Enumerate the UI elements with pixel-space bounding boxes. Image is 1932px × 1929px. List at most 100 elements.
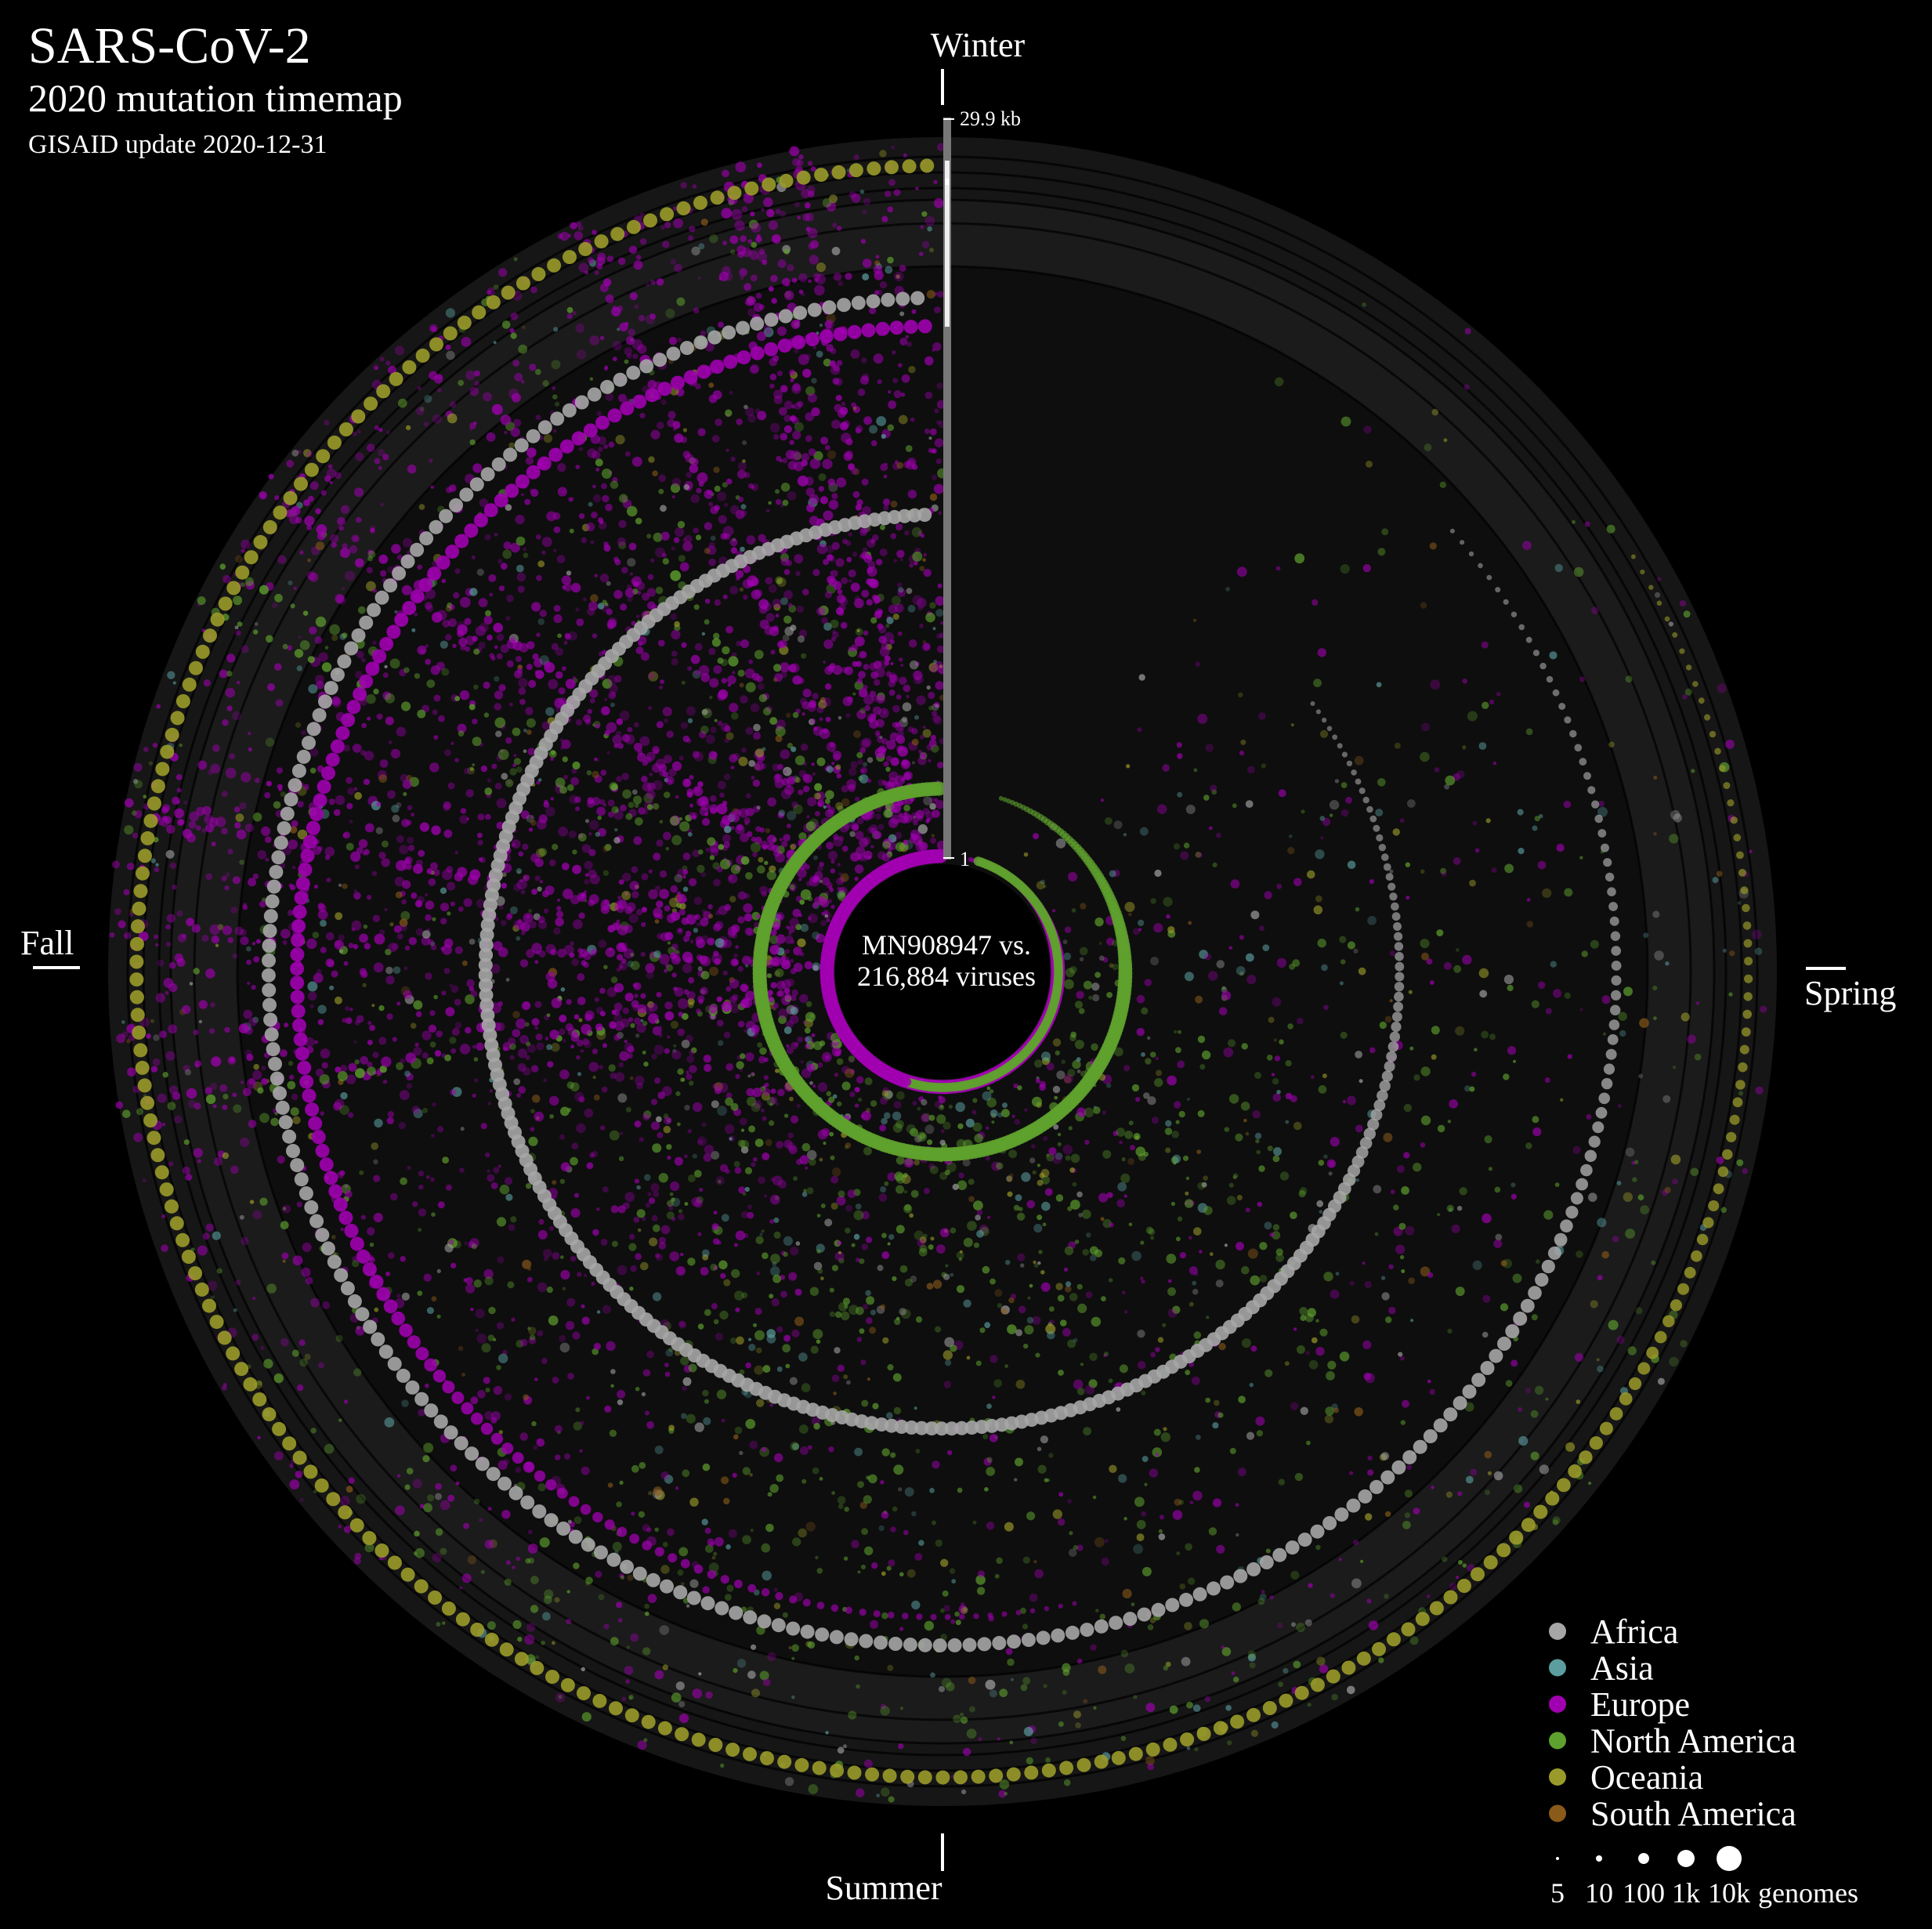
mutation-dot bbox=[1374, 1232, 1379, 1236]
mutation-dot bbox=[856, 425, 863, 432]
mutation-dot bbox=[1239, 751, 1245, 756]
mutation-dot bbox=[465, 646, 471, 652]
mutation-dot bbox=[1384, 1594, 1389, 1599]
mutation-dot bbox=[1681, 694, 1688, 700]
mutation-dot bbox=[389, 1193, 398, 1201]
mutation-dot bbox=[373, 962, 384, 973]
mutation-dot bbox=[690, 494, 700, 504]
mutation-dot bbox=[924, 429, 930, 434]
mutation-dot bbox=[689, 939, 694, 944]
mutation-dot bbox=[1634, 1160, 1639, 1164]
mutation-dot bbox=[1009, 1740, 1014, 1745]
mutation-dot bbox=[396, 933, 403, 940]
mutation-dot bbox=[308, 991, 317, 1001]
mutation-dot bbox=[724, 825, 732, 834]
mutation-dot bbox=[720, 1763, 725, 1768]
mutation-dot bbox=[829, 194, 838, 204]
mutation-dot bbox=[869, 307, 877, 315]
mutation-dot bbox=[744, 821, 749, 826]
mutation-dot bbox=[307, 495, 314, 502]
mutation-dot bbox=[1259, 1275, 1268, 1283]
mutation-dot bbox=[1328, 1160, 1336, 1168]
mutation-dot bbox=[249, 1200, 255, 1204]
mutation-dot bbox=[709, 966, 719, 976]
mutation-dot bbox=[617, 1389, 626, 1399]
mutation-dot bbox=[1094, 917, 1104, 927]
mutation-dot bbox=[1116, 1199, 1125, 1207]
mutation-dot bbox=[664, 1371, 671, 1377]
mutation-dot bbox=[976, 1587, 986, 1595]
mutation-dot bbox=[888, 1234, 895, 1240]
mutation-dot bbox=[1401, 1269, 1406, 1273]
mutation-dot bbox=[602, 870, 610, 877]
mutation-dot bbox=[787, 1142, 796, 1151]
mutation-dot bbox=[1177, 1216, 1183, 1221]
mutation-dot bbox=[544, 1595, 552, 1605]
mutation-dot bbox=[1153, 923, 1163, 933]
mutation-dot bbox=[553, 927, 561, 935]
mutation-dot bbox=[1249, 1662, 1256, 1669]
mutation-dot bbox=[898, 1743, 904, 1750]
mutation-dot bbox=[1245, 953, 1254, 962]
mutation-dot bbox=[674, 621, 680, 628]
mutation-dot bbox=[783, 1251, 788, 1258]
mutation-dot bbox=[1166, 914, 1170, 919]
mutation-dot bbox=[371, 1004, 375, 1008]
mutation-dot bbox=[862, 273, 870, 280]
mutation-dot bbox=[1062, 939, 1068, 945]
mutation-dot bbox=[884, 1112, 891, 1120]
mutation-dot bbox=[1246, 1431, 1255, 1440]
mutation-dot bbox=[1567, 1054, 1572, 1059]
mutation-dot bbox=[777, 1088, 785, 1097]
mutation-dot bbox=[903, 812, 908, 816]
mutation-dot bbox=[664, 968, 668, 973]
mutation-dot bbox=[874, 260, 881, 266]
mutation-dot bbox=[1267, 1145, 1273, 1152]
mutation-dot bbox=[516, 1556, 520, 1562]
mutation-dot bbox=[1272, 997, 1282, 1007]
mutation-dot bbox=[668, 336, 678, 346]
mutation-dot bbox=[534, 1377, 538, 1381]
mutation-dot bbox=[772, 1175, 783, 1186]
mutation-dot bbox=[571, 1142, 579, 1149]
mutation-dot bbox=[1105, 937, 1115, 946]
mutation-dot bbox=[880, 1186, 887, 1193]
mutation-dot bbox=[338, 883, 342, 888]
mutation-dot bbox=[705, 1691, 713, 1699]
mutation-dot bbox=[805, 1166, 809, 1170]
mutation-dot bbox=[1373, 1185, 1382, 1194]
mutation-dot bbox=[854, 876, 859, 881]
mutation-dot bbox=[1124, 1131, 1134, 1139]
mutation-dot bbox=[243, 1009, 253, 1019]
mutation-dot bbox=[430, 1177, 435, 1182]
mutation-dot bbox=[675, 1681, 685, 1691]
mutation-dot bbox=[735, 945, 739, 949]
mutation-dot bbox=[682, 875, 686, 879]
mutation-dot bbox=[213, 1157, 223, 1166]
mutation-dot bbox=[1695, 1001, 1700, 1005]
mutation-dot bbox=[645, 1410, 649, 1416]
mutation-dot bbox=[1026, 1511, 1036, 1521]
mutation-dot bbox=[1150, 1352, 1156, 1358]
mutation-dot bbox=[470, 1308, 474, 1312]
mutation-dot bbox=[530, 1065, 539, 1073]
mutation-dot bbox=[516, 1340, 524, 1348]
mutation-dot bbox=[754, 1138, 764, 1147]
mutation-dot bbox=[772, 1261, 777, 1267]
mutation-dot bbox=[932, 627, 936, 631]
mutation-dot bbox=[1064, 1246, 1074, 1256]
mutation-dot bbox=[943, 1605, 950, 1612]
mutation-dot bbox=[1299, 1187, 1308, 1195]
mutation-dot bbox=[374, 1118, 383, 1128]
mutation-dot bbox=[553, 614, 563, 624]
mutation-dot bbox=[165, 990, 169, 995]
mutation-dot bbox=[515, 515, 525, 525]
mutation-dot bbox=[1185, 805, 1196, 814]
mutation-dot bbox=[1093, 1706, 1097, 1710]
mutation-dot bbox=[541, 537, 552, 548]
mutation-dot bbox=[418, 1208, 427, 1217]
mutation-dot bbox=[530, 815, 534, 820]
mutation-dot bbox=[650, 558, 655, 563]
mutation-dot bbox=[190, 1247, 195, 1251]
mutation-dot bbox=[1217, 1412, 1224, 1418]
